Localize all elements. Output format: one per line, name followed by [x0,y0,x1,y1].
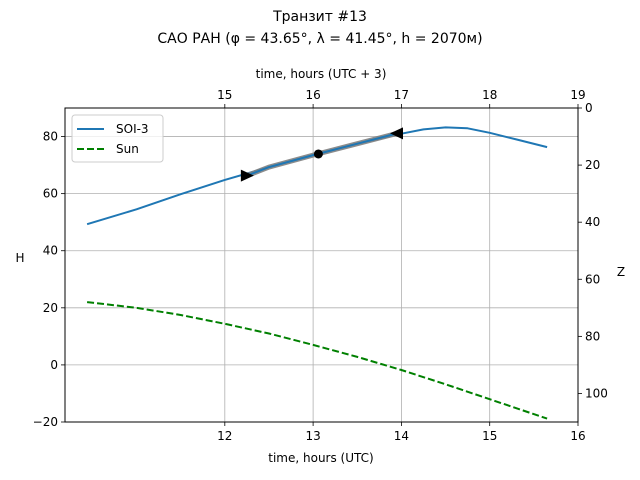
chart-subtitle: САО РАН (φ = 43.65°, λ = 41.45°, h = 207… [157,31,482,47]
legend-box [71,114,164,163]
axes-frame [64,107,579,423]
transit-soi-overlay [246,132,398,177]
transit-start-marker [240,169,254,182]
y-tick-label: 60 [43,187,58,201]
legend-label-sun: Sun [116,142,139,156]
plot-area [86,126,548,420]
x-tick-label: 16 [570,429,585,443]
y-right-tick-label: 40 [585,215,600,229]
y-tick-label: 80 [43,130,58,144]
x-top-tick-label: 17 [394,88,409,102]
y-right-tick-label: 60 [585,272,600,286]
x-axis-top-label: time, hours (UTC + 3) [256,67,387,81]
legend: SOI-3 Sun [71,114,164,163]
y-tick-label: 20 [43,301,58,315]
x-tick-label: 15 [482,429,497,443]
x-top-tick-label: 18 [482,88,497,102]
y-axis-label: H [15,251,24,265]
transit-end-marker [389,127,403,140]
series-line-sun [86,301,548,420]
y-right-tick-label: 80 [585,329,600,343]
legend-label-soi: SOI-3 [116,122,149,136]
chart-title: Транзит #13 [272,9,367,25]
x-tick-label: 14 [394,429,409,443]
transit-center-marker [313,149,323,159]
y-right-tick-label: 20 [585,158,600,172]
y-axis-right-label: Z [617,265,625,279]
x-top-tick-label: 16 [305,88,320,102]
axes: 12 13 14 15 16 15 16 17 18 19 −20 0 20 40 60 80 0 20 40 60 8… [33,88,608,443]
y-tick-label: 40 [43,244,58,258]
x-top-tick-label: 15 [217,88,232,102]
x-top-tick-label: 19 [570,88,585,102]
y-tick-label: 0 [50,358,58,372]
x-tick-label: 13 [305,429,320,443]
x-axis-label: time, hours (UTC) [268,451,373,465]
y-tick-label: −20 [33,415,58,429]
x-tick-label: 12 [217,429,232,443]
y-right-tick-label: 100 [585,386,608,400]
y-right-tick-label: 0 [585,101,593,115]
